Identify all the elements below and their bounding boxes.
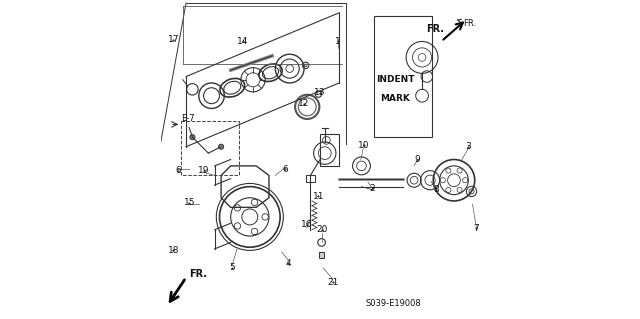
Text: 10: 10 (358, 141, 369, 150)
Text: 18: 18 (168, 246, 179, 255)
Bar (319, 252, 324, 258)
Bar (306, 175, 316, 182)
Text: FR.: FR. (458, 19, 477, 27)
Text: 15: 15 (184, 198, 195, 207)
Text: 16: 16 (301, 220, 312, 229)
Text: 3: 3 (465, 142, 471, 151)
Bar (320, 134, 339, 166)
Circle shape (218, 144, 223, 149)
Text: 12: 12 (298, 99, 310, 108)
Bar (374, 16, 431, 137)
Text: 17: 17 (168, 35, 179, 44)
Text: 14: 14 (237, 37, 248, 46)
Text: 21: 21 (327, 278, 339, 287)
Text: 6: 6 (282, 165, 288, 174)
Text: 2: 2 (370, 184, 376, 193)
Text: 5: 5 (229, 263, 235, 272)
Text: FR.: FR. (426, 24, 444, 34)
Text: 4: 4 (285, 259, 291, 268)
Text: 20: 20 (316, 225, 327, 234)
Text: S039-E19008: S039-E19008 (365, 299, 421, 308)
Text: E-7: E-7 (181, 114, 195, 122)
Text: 6: 6 (175, 166, 181, 175)
Text: 9: 9 (415, 155, 420, 164)
Text: MARK: MARK (380, 94, 410, 103)
Circle shape (190, 135, 195, 140)
Text: 19: 19 (198, 166, 209, 175)
Text: 1: 1 (335, 37, 340, 46)
Text: 13: 13 (314, 88, 326, 97)
Bar (181, 121, 239, 175)
Text: 11: 11 (313, 192, 324, 201)
Text: 8: 8 (433, 185, 439, 194)
Text: FR.: FR. (189, 269, 207, 279)
Text: INDENT: INDENT (376, 75, 414, 84)
Text: 7: 7 (474, 224, 479, 233)
